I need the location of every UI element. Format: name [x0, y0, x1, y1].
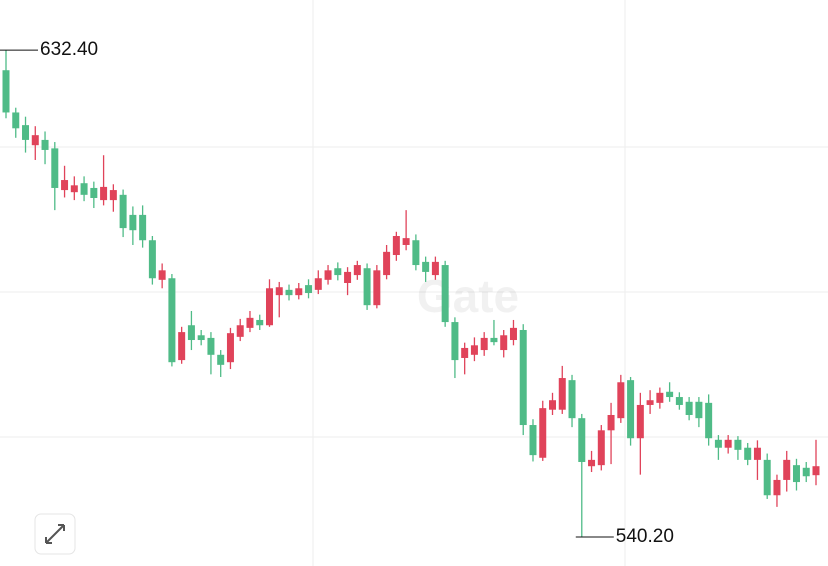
- candle-body: [12, 112, 20, 129]
- candle-body: [753, 447, 761, 460]
- candle-body: [549, 400, 557, 410]
- candle-body: [792, 465, 800, 483]
- candle-body: [461, 347, 469, 358]
- candle-body: [568, 380, 576, 419]
- candle-body: [402, 238, 410, 245]
- candle-body: [675, 397, 683, 405]
- candle-body: [666, 391, 674, 398]
- annotation-label: 632.40: [40, 39, 98, 60]
- candle-body: [509, 327, 517, 341]
- candle-body: [226, 333, 234, 363]
- candle-body: [383, 251, 391, 276]
- candle-body: [705, 402, 713, 439]
- candle-body: [41, 139, 49, 150]
- candle-body: [783, 459, 791, 480]
- candle-body: [480, 337, 488, 351]
- candle-body: [207, 337, 215, 355]
- candle-body: [178, 332, 186, 361]
- candle-body: [597, 430, 605, 466]
- candle-body: [685, 401, 693, 415]
- candle-body: [119, 194, 127, 229]
- candle-body: [51, 148, 59, 188]
- candle-body: [392, 236, 400, 256]
- candle-body: [129, 214, 137, 231]
- candle-body: [734, 439, 742, 450]
- candle-body: [139, 214, 147, 241]
- candle-body: [31, 135, 39, 146]
- candle-body: [100, 186, 108, 201]
- candle-body: [656, 392, 664, 403]
- expand-icon: [45, 524, 65, 544]
- candle-body: [158, 270, 166, 280]
- candle-body: [70, 185, 78, 193]
- candle-body: [763, 459, 771, 496]
- candle-body: [2, 70, 10, 113]
- candle-body: [236, 325, 244, 337]
- candle-body: [558, 378, 566, 410]
- candle-body: [773, 479, 781, 496]
- expand-button[interactable]: [34, 513, 76, 555]
- candle-body: [305, 285, 313, 294]
- candle-body: [109, 190, 117, 201]
- candle-body: [256, 319, 264, 326]
- candle-body: [802, 467, 810, 477]
- candle-body: [695, 401, 703, 419]
- candle-body: [636, 404, 644, 439]
- candle-body: [441, 265, 449, 323]
- candle-body: [90, 187, 98, 198]
- candle-body: [353, 265, 361, 276]
- candle-body: [324, 270, 332, 280]
- candle-body: [187, 325, 195, 341]
- candle-body: [285, 289, 293, 296]
- candle-body: [812, 466, 820, 476]
- candle-body: [148, 240, 156, 279]
- candle-body: [539, 408, 547, 458]
- candle-body: [217, 354, 225, 365]
- candle-body: [422, 261, 430, 272]
- candle-body: [724, 439, 732, 448]
- watermark: Gate: [417, 270, 519, 322]
- candle-body: [295, 288, 303, 296]
- candle-body: [22, 125, 30, 140]
- candle-body: [470, 345, 478, 355]
- candle-body: [588, 459, 596, 467]
- candle-body: [578, 418, 586, 462]
- candle-body: [627, 380, 635, 439]
- candle-body: [334, 268, 342, 276]
- candle-body: [646, 400, 654, 405]
- candle-body: [314, 278, 322, 290]
- candle-body: [744, 447, 752, 460]
- candle-body: [607, 414, 615, 431]
- candle-body: [617, 382, 625, 419]
- candle-body: [363, 268, 371, 306]
- candle-body: [275, 287, 283, 296]
- candle-body: [246, 317, 254, 328]
- candle-body: [265, 288, 273, 326]
- candle-body: [451, 322, 459, 361]
- candle-body: [519, 329, 527, 426]
- candle-body: [168, 278, 176, 363]
- candle-body: [500, 335, 508, 351]
- candle-body: [490, 337, 498, 343]
- candle-body: [529, 425, 537, 456]
- candle-body: [714, 439, 722, 448]
- candle-body: [197, 335, 205, 341]
- candle-body: [431, 261, 439, 276]
- candle-body: [373, 270, 381, 306]
- candle-body: [412, 240, 420, 266]
- candle-body: [80, 183, 88, 195]
- candle-body: [344, 271, 352, 283]
- candle-body: [61, 180, 69, 191]
- annotation-label: 540.20: [616, 526, 674, 547]
